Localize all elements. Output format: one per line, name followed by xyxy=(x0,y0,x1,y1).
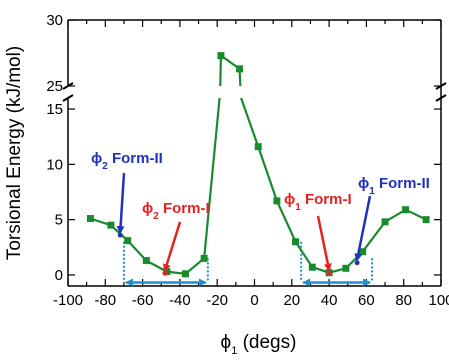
data-point xyxy=(124,237,132,245)
highlight-point xyxy=(326,270,332,276)
annotation-label: ϕ2 Form-I xyxy=(142,200,210,222)
x-axis-title: ϕ1 (degs) xyxy=(221,332,297,357)
data-point xyxy=(107,221,115,229)
range-markers xyxy=(122,241,373,287)
annotation-arrow xyxy=(116,172,126,235)
highlight-point xyxy=(162,270,168,276)
x-tick-label: -60 xyxy=(132,292,154,309)
annotation-arrow xyxy=(354,195,372,262)
y-tick-label: 5 xyxy=(55,212,63,229)
annotations: ϕ2 Form-II ϕ2 Form-I ϕ1 Form-I ϕ1 Form-II xyxy=(91,150,430,273)
axis-text: -100 -80 -60 -40 -20 0 20 40 60 80 100 0 5 10 15 25 30 ϕ1… xyxy=(4,12,449,357)
x-tick-label: -80 xyxy=(94,292,116,309)
data-point xyxy=(422,216,430,224)
data-point xyxy=(142,257,150,265)
annotation-arrow xyxy=(316,215,332,272)
data-point xyxy=(402,206,410,214)
x-tick-label: 40 xyxy=(321,292,338,309)
data-point xyxy=(200,254,208,262)
annotation-label: ϕ1 Form-II xyxy=(358,175,430,197)
annotation-arrow xyxy=(162,221,182,273)
x-tick-label: -100 xyxy=(53,292,83,309)
annotation-label: ϕ1 Form-I xyxy=(284,191,352,213)
y-tick-label: 25 xyxy=(46,78,63,95)
y-tick-label: 30 xyxy=(46,12,63,29)
data-point xyxy=(273,197,281,205)
y-tick-label: 10 xyxy=(46,156,63,173)
data-point xyxy=(381,218,389,226)
axis-break-mark xyxy=(435,94,447,102)
data-point xyxy=(217,52,225,60)
data-point xyxy=(292,238,300,246)
x-tick-label: 20 xyxy=(283,292,300,309)
x-tick-label: -20 xyxy=(206,292,228,309)
data-point xyxy=(254,143,262,151)
data-point xyxy=(236,65,244,73)
y-tick-label: 15 xyxy=(46,101,63,118)
data-point xyxy=(359,248,367,256)
annotation-label: ϕ2 Form-II xyxy=(91,150,163,172)
x-tick-label: -40 xyxy=(169,292,191,309)
y-tick-label: 0 xyxy=(55,267,63,284)
data-point xyxy=(342,264,350,272)
x-tick-label: 0 xyxy=(250,292,258,309)
highlight-point xyxy=(354,260,360,266)
data-point xyxy=(308,263,316,271)
x-tick-label: 60 xyxy=(358,292,375,309)
y-axis-title: Torsional Energy (kJ/mol) xyxy=(4,46,25,260)
data-point xyxy=(86,215,94,223)
axis-break-mark xyxy=(62,94,74,102)
highlight-point xyxy=(117,232,123,238)
x-tick-label: 100 xyxy=(428,292,449,309)
data-point xyxy=(181,270,189,278)
x-tick-label: 80 xyxy=(395,292,412,309)
